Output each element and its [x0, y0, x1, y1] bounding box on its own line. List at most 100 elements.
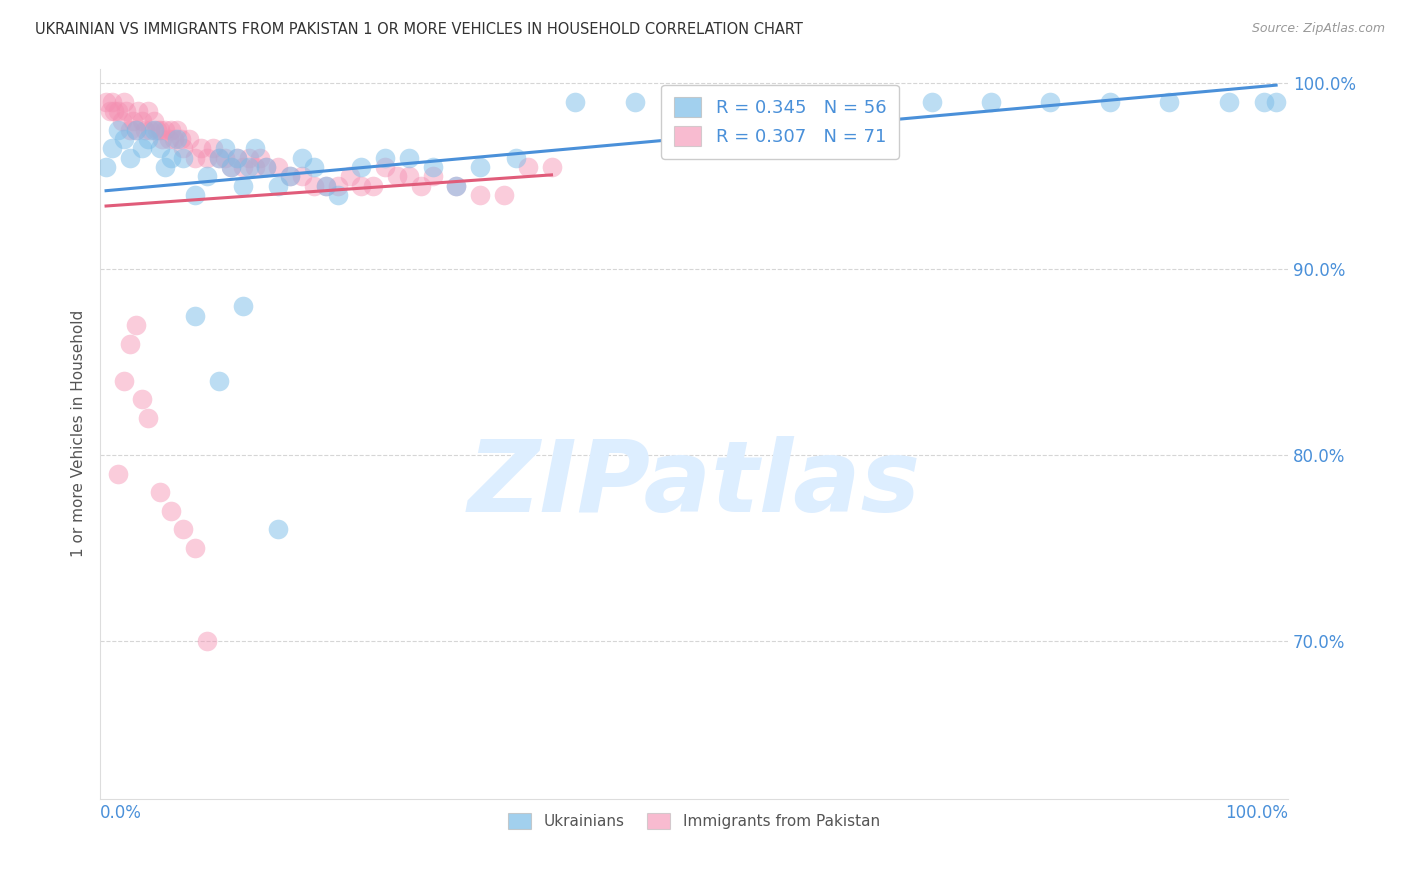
Point	[1039, 95, 1062, 109]
Point	[142, 123, 165, 137]
Point	[155, 160, 177, 174]
Legend: Ukrainians, Immigrants from Pakistan: Ukrainians, Immigrants from Pakistan	[502, 806, 886, 835]
Point	[118, 123, 141, 137]
Point	[160, 151, 183, 165]
Point	[214, 151, 236, 165]
Point	[232, 160, 254, 174]
Point	[107, 104, 129, 119]
Point	[146, 123, 169, 137]
Point	[243, 141, 266, 155]
Text: UKRAINIAN VS IMMIGRANTS FROM PAKISTAN 1 OR MORE VEHICLES IN HOUSEHOLD CORRELATIO: UKRAINIAN VS IMMIGRANTS FROM PAKISTAN 1 …	[35, 22, 803, 37]
Text: ZIPatlas: ZIPatlas	[468, 436, 921, 533]
Point	[170, 132, 193, 146]
Point	[742, 95, 765, 109]
Point	[267, 522, 290, 536]
Point	[157, 132, 180, 146]
Point	[184, 187, 207, 202]
Point	[492, 187, 515, 202]
Point	[136, 104, 159, 119]
Point	[148, 141, 170, 155]
Point	[398, 151, 420, 165]
Point	[166, 132, 188, 146]
Point	[219, 160, 242, 174]
Point	[190, 141, 212, 155]
Point	[195, 633, 218, 648]
Point	[148, 485, 170, 500]
Point	[131, 141, 153, 155]
Point	[350, 178, 373, 193]
Point	[1265, 95, 1288, 109]
Point	[131, 113, 153, 128]
Point	[115, 104, 138, 119]
Text: Source: ZipAtlas.com: Source: ZipAtlas.com	[1251, 22, 1385, 36]
Point	[302, 160, 325, 174]
Point	[564, 95, 586, 109]
Point	[278, 169, 301, 184]
Point	[470, 160, 492, 174]
Point	[778, 95, 800, 109]
Point	[122, 113, 145, 128]
Point	[302, 178, 325, 193]
Point	[398, 169, 420, 184]
Point	[291, 169, 314, 184]
Point	[326, 178, 349, 193]
Point	[160, 123, 183, 137]
Point	[125, 318, 148, 332]
Point	[409, 178, 432, 193]
Point	[136, 132, 159, 146]
Point	[1218, 95, 1240, 109]
Point	[131, 392, 153, 407]
Point	[127, 104, 149, 119]
Point	[208, 151, 231, 165]
Point	[232, 299, 254, 313]
Point	[243, 160, 266, 174]
Point	[267, 160, 290, 174]
Point	[505, 151, 527, 165]
Point	[125, 123, 148, 137]
Point	[172, 151, 194, 165]
Point	[921, 95, 943, 109]
Point	[134, 123, 156, 137]
Point	[225, 151, 247, 165]
Point	[179, 132, 201, 146]
Point	[683, 95, 706, 109]
Point	[112, 132, 135, 146]
Point	[201, 141, 224, 155]
Point	[232, 178, 254, 193]
Point	[214, 141, 236, 155]
Point	[112, 95, 135, 109]
Point	[278, 169, 301, 184]
Point	[385, 169, 408, 184]
Point	[350, 160, 373, 174]
Point	[326, 187, 349, 202]
Point	[98, 104, 121, 119]
Point	[374, 160, 396, 174]
Point	[422, 160, 444, 174]
Point	[1159, 95, 1181, 109]
Y-axis label: 1 or more Vehicles in Household: 1 or more Vehicles in Household	[72, 310, 86, 558]
Point	[1253, 95, 1275, 109]
Point	[980, 95, 1002, 109]
Point	[94, 160, 117, 174]
Point	[118, 151, 141, 165]
Point	[446, 178, 468, 193]
Point	[315, 178, 337, 193]
Point	[208, 151, 231, 165]
Point	[184, 309, 207, 323]
Point	[623, 95, 645, 109]
Point	[860, 95, 883, 109]
Point	[254, 160, 277, 174]
Point	[172, 141, 194, 155]
Point	[363, 178, 385, 193]
Point	[238, 151, 260, 165]
Point	[219, 160, 242, 174]
Point	[254, 160, 277, 174]
Point	[139, 123, 162, 137]
Point	[825, 95, 848, 109]
Point	[225, 151, 247, 165]
Point	[112, 374, 135, 388]
Point	[249, 151, 271, 165]
Point	[470, 187, 492, 202]
Point	[291, 151, 314, 165]
Point	[184, 151, 207, 165]
